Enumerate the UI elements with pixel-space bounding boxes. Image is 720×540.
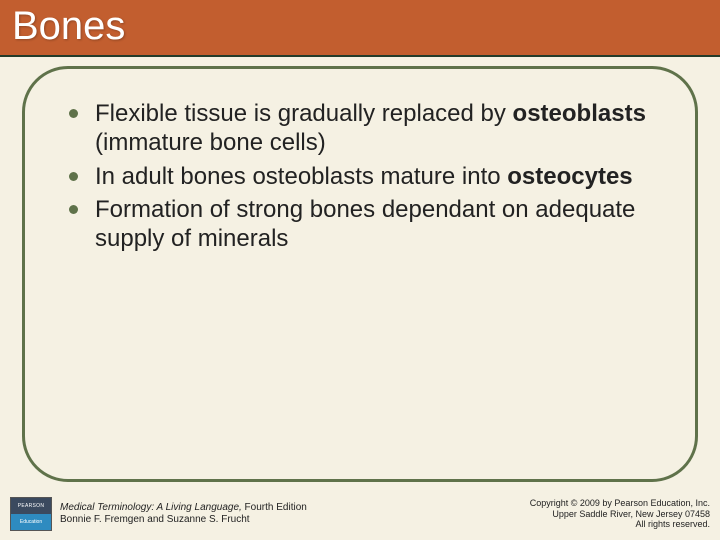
copyright-line: All rights reserved. [530,519,710,530]
copyright: Copyright © 2009 by Pearson Education, I… [530,498,710,530]
book-edition: Fourth Edition [242,502,307,513]
bullet-bold: osteoblasts [513,100,646,127]
list-item: Flexible tissue is gradually replaced by… [69,99,651,158]
logo-bottom: Education [11,514,51,530]
bullet-text: Flexible tissue is gradually replaced by [95,100,513,127]
bullet-text: In adult bones osteoblasts mature into [95,163,507,190]
content-frame: Flexible tissue is gradually replaced by… [22,66,698,482]
book-title: Medical Terminology: A Living Language, [60,502,242,513]
bullet-list: Flexible tissue is gradually replaced by… [25,69,695,253]
copyright-line: Upper Saddle River, New Jersey 07458 [530,509,710,520]
slide-title: Bones [12,4,708,49]
book-authors: Bonnie F. Fremgen and Suzanne S. Frucht [60,514,307,526]
bullet-bold: osteocytes [507,163,632,190]
logo-top: PEARSON [11,498,51,514]
pearson-logo: PEARSON Education [10,497,52,531]
list-item: Formation of strong bones dependant on a… [69,195,651,254]
bullet-text: (immature bone cells) [95,129,326,156]
bullet-text: Formation of strong bones dependant on a… [95,196,635,252]
list-item: In adult bones osteoblasts mature into o… [69,162,651,191]
book-info: Medical Terminology: A Living Language, … [60,502,307,526]
copyright-line: Copyright © 2009 by Pearson Education, I… [530,498,710,509]
title-bar: Bones [0,0,720,57]
footer-left: PEARSON Education Medical Terminology: A… [10,497,307,531]
footer: PEARSON Education Medical Terminology: A… [0,492,720,540]
